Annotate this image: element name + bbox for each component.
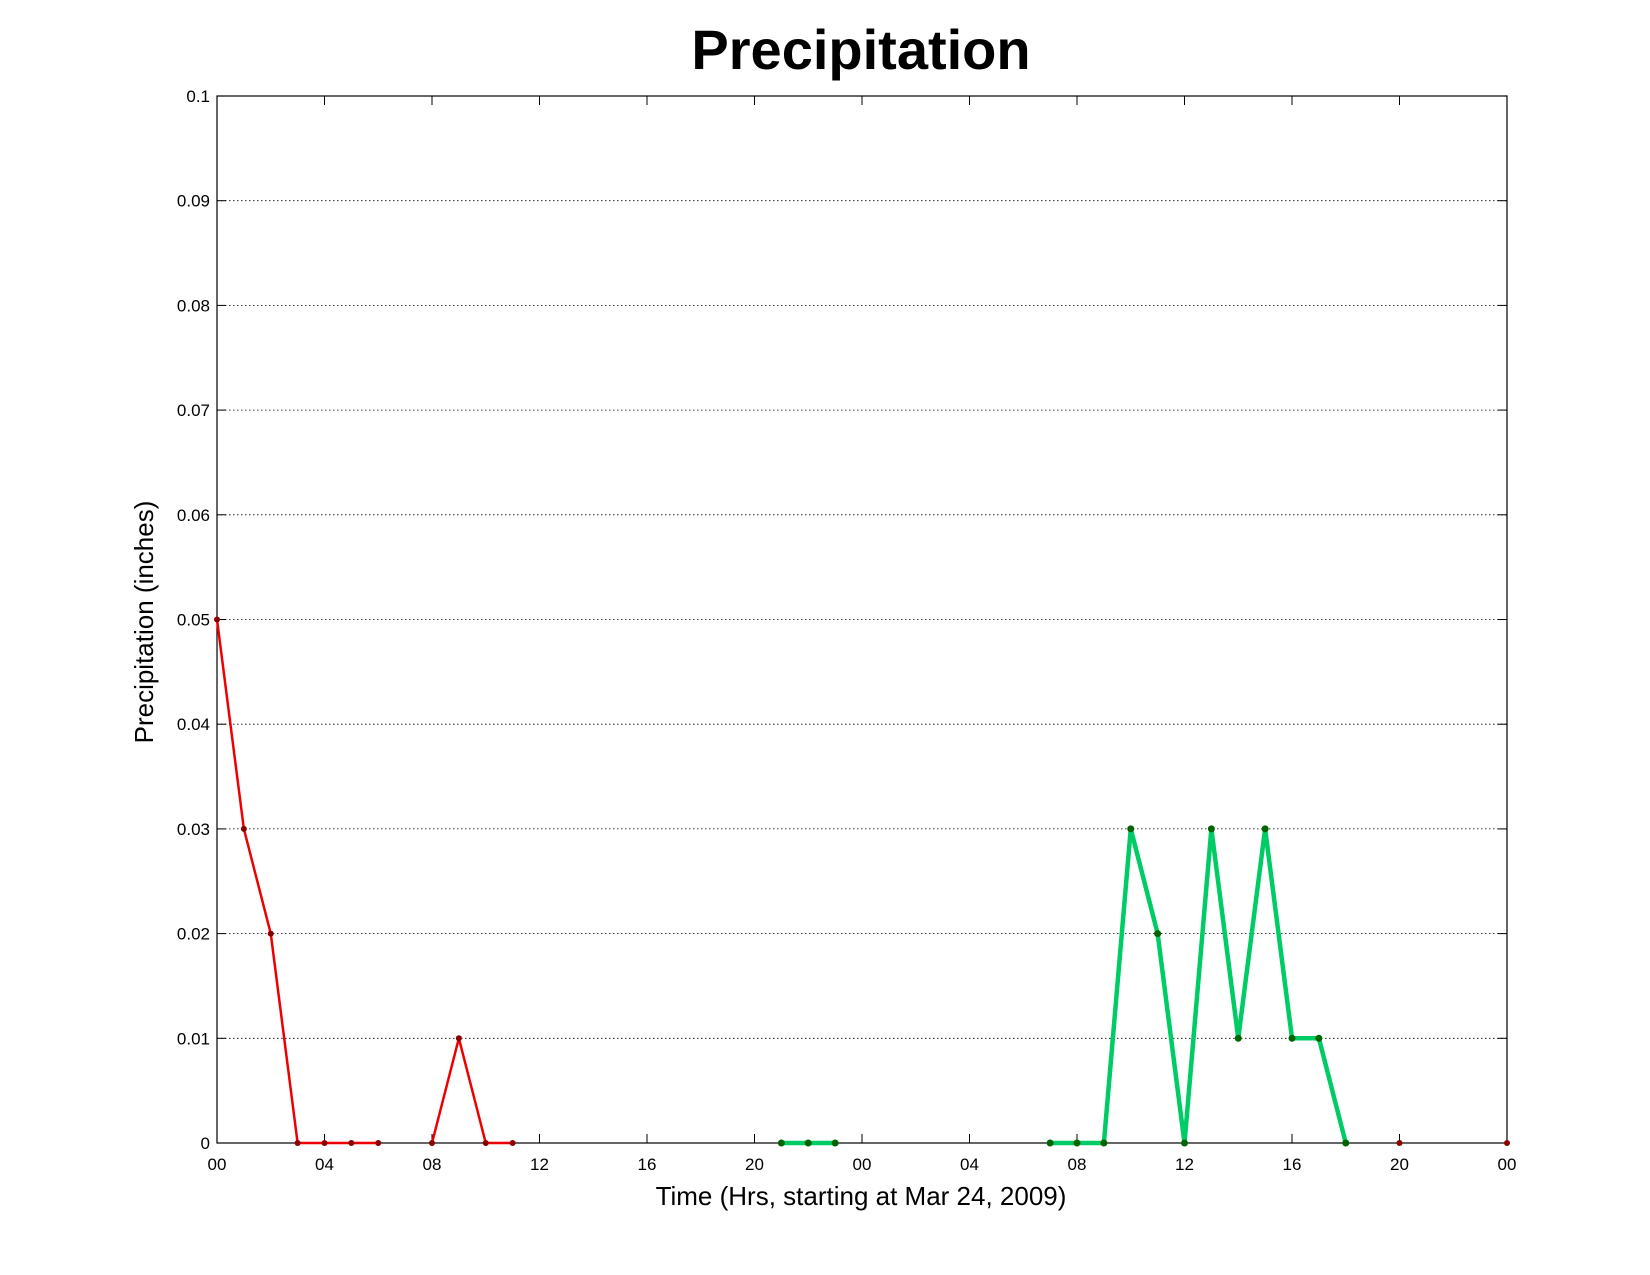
x-tick-label: 08 xyxy=(1068,1155,1087,1174)
series-1-point xyxy=(1234,1034,1242,1042)
series-0-point xyxy=(267,930,274,937)
x-tick-label: 04 xyxy=(315,1155,334,1174)
y-tick-label: 0.04 xyxy=(177,715,210,734)
series-1-point xyxy=(1127,825,1135,833)
series-0-point xyxy=(348,1140,355,1146)
series-1-line xyxy=(1050,828,1348,1146)
axis-ticks xyxy=(216,95,1508,1144)
series-1-point xyxy=(1288,1034,1296,1042)
x-tick-label: 08 xyxy=(423,1155,442,1174)
series-0 xyxy=(214,616,516,1146)
series-1-point xyxy=(1261,825,1269,833)
series-0-point xyxy=(214,616,220,623)
x-tick-label: 00 xyxy=(1498,1155,1517,1174)
x-tick-label: 12 xyxy=(1175,1155,1194,1174)
x-tick-label: 00 xyxy=(853,1155,872,1174)
series-1-point xyxy=(1207,825,1215,833)
series-0-point xyxy=(321,1140,328,1146)
y-tick-label: 0.07 xyxy=(177,401,210,420)
series-1-point xyxy=(1073,1139,1081,1147)
series-0-point xyxy=(482,1140,489,1146)
series-1-point xyxy=(1315,1034,1323,1042)
x-tick-label: 16 xyxy=(1283,1155,1302,1174)
series-0-point xyxy=(455,1035,462,1042)
y-axis-label: Precipitation (inches) xyxy=(129,501,159,744)
series-0-point xyxy=(509,1140,516,1146)
series-0-point xyxy=(375,1140,382,1146)
series-1 xyxy=(777,825,1350,1147)
chart-title: Precipitation xyxy=(691,18,1030,81)
x-axis-label: Time (Hrs, starting at Mar 24, 2009) xyxy=(656,1181,1067,1211)
x-tick-label: 16 xyxy=(638,1155,657,1174)
series-2 xyxy=(1396,1140,1510,1146)
grid-lines xyxy=(217,200,1507,1039)
y-tick-label: 0.05 xyxy=(177,611,210,630)
series-0-point xyxy=(240,825,247,832)
series-2-point xyxy=(1504,1140,1510,1146)
series-layer xyxy=(214,616,1510,1147)
series-1-point xyxy=(1046,1139,1054,1147)
x-axis-tick-labels: 00 04 08 12 16 20 00 04 08 12 16 20 00 xyxy=(208,1155,1517,1174)
x-tick-label: 04 xyxy=(960,1155,979,1174)
y-tick-label: 0.06 xyxy=(177,506,210,525)
series-0-line xyxy=(430,1037,513,1145)
series-2-point xyxy=(1396,1140,1403,1146)
series-1-point xyxy=(1154,930,1162,938)
series-1-point xyxy=(1181,1139,1188,1147)
x-tick-label: 12 xyxy=(530,1155,549,1174)
x-tick-label: 00 xyxy=(208,1155,227,1174)
series-0-point xyxy=(294,1140,301,1146)
series-1-point xyxy=(804,1139,812,1147)
series-1-point xyxy=(831,1139,839,1147)
y-axis-tick-labels: 0 0.01 0.02 0.03 0.04 0.05 0.06 0.07 0.08 0.09 0.1 xyxy=(177,87,210,1153)
x-tick-label: 20 xyxy=(1390,1155,1409,1174)
x-tick-label: 20 xyxy=(745,1155,764,1174)
y-tick-label: 0.08 xyxy=(177,296,210,315)
series-1-point xyxy=(777,1139,785,1147)
y-tick-label: 0.03 xyxy=(177,820,210,839)
series-1-point xyxy=(1100,1139,1108,1147)
series-0-point xyxy=(429,1140,435,1146)
series-1-point xyxy=(1342,1139,1350,1147)
y-tick-label: 0 xyxy=(201,1134,210,1153)
y-tick-label: 0.1 xyxy=(186,87,210,106)
y-tick-label: 0.09 xyxy=(177,192,210,211)
y-tick-label: 0.01 xyxy=(177,1029,210,1048)
y-tick-label: 0.02 xyxy=(177,925,210,944)
